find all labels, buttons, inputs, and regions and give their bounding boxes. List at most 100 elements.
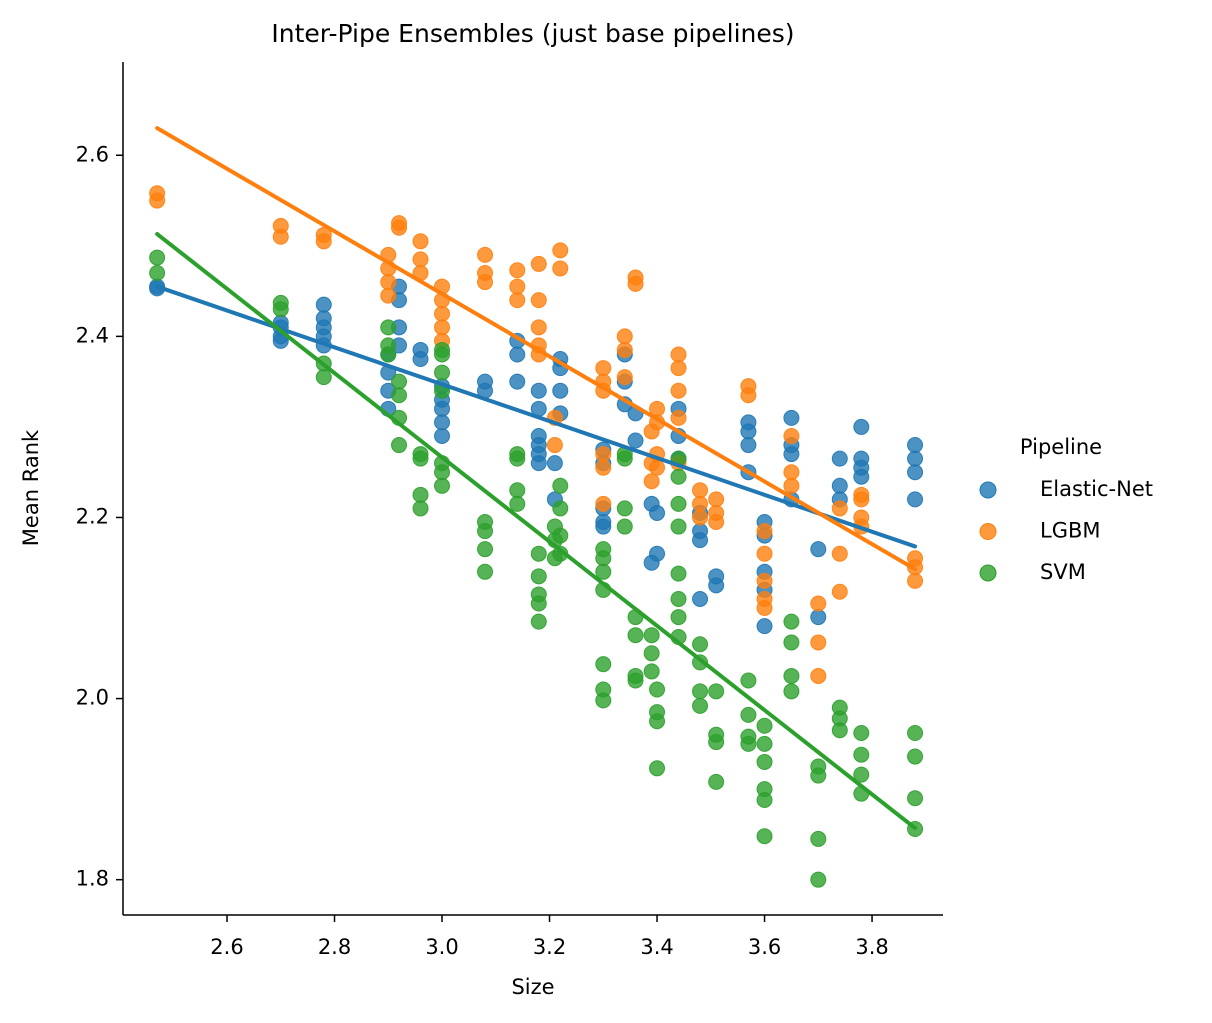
data-point [643,645,660,662]
data-point [783,634,800,651]
data-point [530,292,547,309]
data-point [434,364,451,381]
data-point [643,473,660,490]
data-point [434,414,451,431]
data-point [907,464,924,481]
data-point [434,427,451,444]
data-point [477,274,494,291]
plot-area [149,126,924,888]
legend-label: SVM [1040,560,1086,584]
y-axis-label: Mean Rank [19,429,43,546]
data-point [756,523,773,540]
data-point [783,446,800,463]
data-point [756,545,773,562]
data-point [853,491,870,508]
data-point [391,437,408,454]
data-point [530,545,547,562]
data-point [853,746,870,763]
data-point [509,495,526,512]
data-point [530,255,547,272]
data-point [831,450,848,467]
data-point [412,251,429,268]
data-point [552,260,569,277]
data-point [708,773,725,790]
data-point [434,305,451,322]
data-point [649,681,666,698]
data-point [810,767,827,784]
data-point [692,636,709,653]
data-point [315,296,332,313]
data-point [907,724,924,741]
x-axis-label: Size [511,975,554,999]
data-point [831,500,848,517]
data-point [853,468,870,485]
legend-marker [979,481,997,499]
data-point [670,346,687,363]
data-point [530,568,547,585]
data-point [708,491,725,508]
data-point [692,495,709,512]
data-point [530,382,547,399]
data-point [907,572,924,589]
data-point [643,627,660,644]
data-point [643,663,660,680]
data-point [627,672,644,689]
data-point [810,541,827,558]
regression-line [155,126,918,572]
data-point [412,351,429,368]
data-point [627,432,644,449]
data-point [740,387,757,404]
data-point [616,450,633,467]
data-point [756,753,773,770]
data-point [649,459,666,476]
legend-marker [979,523,997,540]
data-point [530,455,547,472]
data-point [907,790,924,807]
x-tick-label: 3.4 [640,935,673,959]
data-point [552,500,569,517]
data-point [391,219,408,236]
data-point [783,464,800,481]
data-point [272,228,289,245]
regression-line [155,284,918,549]
legend-label: LGBM [1040,519,1101,543]
data-point [595,692,612,709]
data-point [509,292,526,309]
data-point [616,369,633,386]
y-tick-label: 2.6 [76,142,109,166]
y-tick-label: 2.4 [76,323,109,347]
data-point [692,697,709,714]
data-point [434,464,451,481]
data-point [756,735,773,752]
data-point [627,275,644,292]
data-point [831,583,848,600]
data-point [670,382,687,399]
data-point [907,748,924,765]
data-point [272,301,289,318]
data-point [315,233,332,250]
data-point [391,373,408,390]
data-point [616,328,633,345]
data-point [380,274,397,291]
y-tick-label: 2.2 [76,504,109,528]
x-tick-label: 2.6 [210,935,243,959]
data-point [740,437,757,454]
data-point [391,387,408,404]
data-point [552,527,569,544]
data-point [853,724,870,741]
data-point [434,319,451,336]
data-point [380,287,397,304]
data-point [552,382,569,399]
data-point [509,450,526,467]
data-point [649,545,666,562]
data-point [756,618,773,635]
data-point [670,360,687,377]
data-point [670,409,687,426]
data-point [546,455,563,472]
data-point [595,495,612,512]
data-point [692,482,709,499]
y-tick-label: 2.0 [76,686,109,710]
data-point [810,609,827,626]
data-point [831,545,848,562]
data-point [530,595,547,612]
